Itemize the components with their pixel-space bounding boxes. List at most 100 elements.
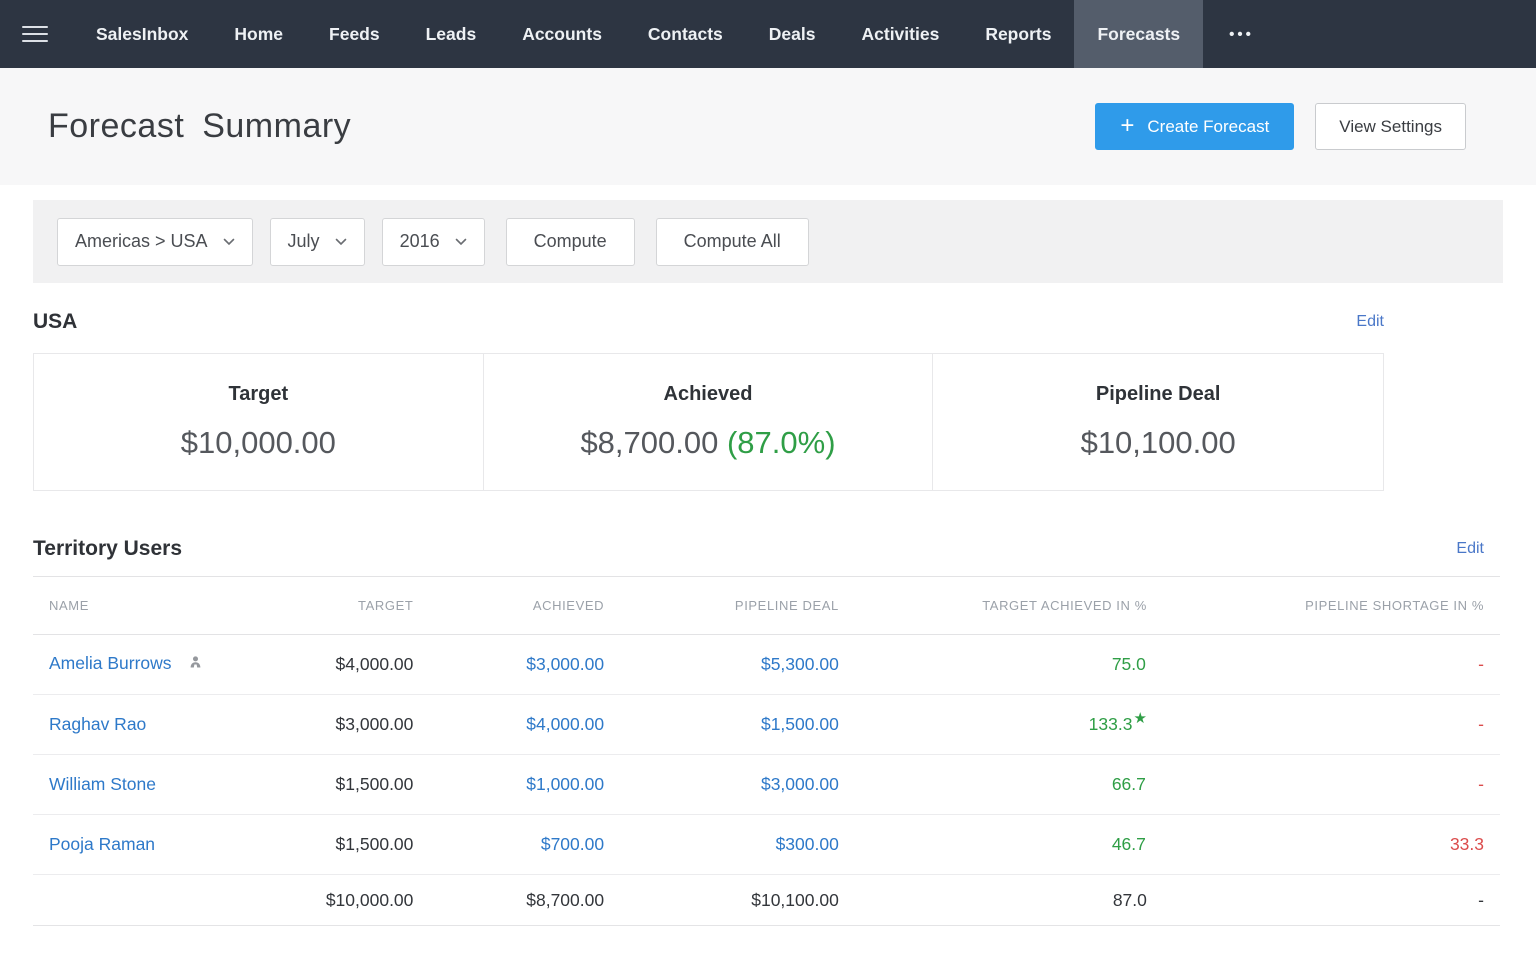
nav-item-home[interactable]: Home xyxy=(234,23,284,44)
territory-select-value: Americas > USA xyxy=(75,231,208,251)
month-select[interactable]: July xyxy=(269,217,365,266)
pipeline-card-label: Pipeline Deal xyxy=(1095,383,1221,405)
territory-users-head: Territory Users Edit xyxy=(33,537,1500,561)
nav-item-deals[interactable]: Deals xyxy=(768,23,816,44)
pipeline-card-value: $10,100.00 xyxy=(1080,425,1236,460)
year-select-value: 2016 xyxy=(399,231,440,251)
create-forecast-label: Create Forecast xyxy=(1147,116,1270,136)
nav-item-contacts[interactable]: Contacts xyxy=(647,23,723,44)
target-achieved-pct-cell: 46.7 xyxy=(839,814,1148,875)
summary-cards: Target $10,000.00 Achieved $8,700.00 (87… xyxy=(33,353,1384,491)
nav-item-leads[interactable]: Leads xyxy=(425,23,477,44)
col-header-pipeline-shortage-pct: PIPELINE SHORTAGE IN % xyxy=(1147,576,1500,635)
nav-item-forecasts[interactable]: Forecasts xyxy=(1074,0,1204,68)
pipeline-deal-cell[interactable]: $3,000.00 xyxy=(605,754,840,815)
nav-item-feeds[interactable]: Feeds xyxy=(329,23,380,44)
target-card-value: $10,000.00 xyxy=(180,425,336,460)
nav-item-accounts[interactable]: Accounts xyxy=(522,23,602,44)
nav-item-salesinbox[interactable]: SalesInbox xyxy=(96,23,189,44)
user-name-link[interactable]: Amelia Burrows xyxy=(49,653,172,673)
territory-users-edit-link[interactable]: Edit xyxy=(1456,540,1484,557)
total-pipeline-deal-cell: $10,100.00 xyxy=(605,874,840,926)
target-achieved-pct-cell: 133.3★ xyxy=(839,694,1148,755)
achieved-card: Achieved $8,700.00 (87.0%) xyxy=(484,354,934,490)
col-header-target: TARGET xyxy=(311,576,415,635)
target-cell: $1,500.00 xyxy=(311,814,415,875)
total-target-achieved-pct-cell: 87.0 xyxy=(839,874,1148,926)
table-header-row: NAME TARGET ACHIEVED PIPELINE DEAL TARGE… xyxy=(33,576,1500,635)
more-tabs-icon[interactable]: ••• xyxy=(1229,25,1254,43)
achieved-cell[interactable]: $1,000.00 xyxy=(414,754,606,815)
pipeline-shortage-cell: - xyxy=(1147,754,1500,815)
pipeline-deal-cell[interactable]: $5,300.00 xyxy=(605,634,840,695)
chevron-down-icon xyxy=(223,238,235,246)
achieved-card-label: Achieved xyxy=(663,383,753,405)
achieved-cell[interactable]: $4,000.00 xyxy=(414,694,606,755)
pipeline-deal-cell[interactable]: $300.00 xyxy=(605,814,840,875)
star-icon: ★ xyxy=(1133,710,1147,727)
pipeline-deal-card: Pipeline Deal $10,100.00 xyxy=(933,354,1383,490)
target-card: Target $10,000.00 xyxy=(34,354,484,490)
col-header-achieved: ACHIEVED xyxy=(414,576,606,635)
total-name-cell xyxy=(33,874,312,926)
pipeline-deal-cell[interactable]: $1,500.00 xyxy=(605,694,840,755)
pipeline-shortage-cell: - xyxy=(1147,634,1500,695)
pct-value: 46.7 xyxy=(1111,834,1146,854)
chevron-down-icon xyxy=(455,238,467,246)
achieved-amount: $8,700.00 xyxy=(580,425,719,460)
col-header-target-achieved-pct: TARGET ACHIEVED IN % xyxy=(839,576,1148,635)
page-title: Forecast Summary xyxy=(48,107,352,145)
total-achieved-cell: $8,700.00 xyxy=(414,874,606,926)
filter-bar: Americas > USA July 2016 Compute Compute… xyxy=(33,200,1503,283)
achieved-card-value: $8,700.00 (87.0%) xyxy=(580,425,835,461)
user-name-link[interactable]: Raghav Rao xyxy=(49,714,147,734)
user-name-link[interactable]: Pooja Raman xyxy=(49,834,156,854)
pct-value: 133.3 xyxy=(1088,714,1133,734)
total-target-cell: $10,000.00 xyxy=(311,874,415,926)
table-row: William Stone $1,500.00 $1,000.00 $3,000… xyxy=(33,754,1500,815)
chevron-down-icon xyxy=(335,238,347,246)
view-settings-button[interactable]: View Settings xyxy=(1315,103,1466,150)
col-header-pipeline-deal: PIPELINE DEAL xyxy=(605,576,840,635)
summary-section: USA Edit Target $10,000.00 Achieved $8,7… xyxy=(33,310,1384,491)
nav-item-reports[interactable]: Reports xyxy=(985,23,1052,44)
pct-value: 75.0 xyxy=(1111,654,1146,674)
target-card-label: Target xyxy=(228,383,289,405)
achieved-cell[interactable]: $700.00 xyxy=(414,814,606,875)
create-forecast-button[interactable]: + Create Forecast xyxy=(1095,103,1295,150)
pipeline-shortage-cell: - xyxy=(1147,694,1500,755)
top-navigation: SalesInbox Home Feeds Leads Accounts Con… xyxy=(0,0,1536,68)
hamburger-menu-icon[interactable] xyxy=(22,21,48,47)
achieved-cell[interactable]: $3,000.00 xyxy=(414,634,606,695)
nav-item-activities[interactable]: Activities xyxy=(861,23,940,44)
target-achieved-pct-cell: 75.0 xyxy=(839,634,1148,695)
pipeline-shortage-cell: 33.3 xyxy=(1147,814,1500,875)
achieved-percent: (87.0%) xyxy=(726,425,836,460)
summary-edit-link[interactable]: Edit xyxy=(1356,313,1384,330)
page-header: Forecast Summary + Create Forecast View … xyxy=(0,68,1536,185)
compute-button[interactable]: Compute xyxy=(505,217,635,266)
user-person-icon xyxy=(188,655,203,676)
total-pipeline-shortage-cell: - xyxy=(1147,874,1500,926)
table-total-row: $10,000.00 $8,700.00 $10,100.00 87.0 - xyxy=(33,874,1500,926)
col-header-name: NAME xyxy=(33,576,312,635)
user-name-link[interactable]: William Stone xyxy=(49,774,156,794)
target-achieved-pct-cell: 66.7 xyxy=(839,754,1148,815)
pct-value: 66.7 xyxy=(1111,774,1146,794)
main-content: USA Edit Target $10,000.00 Achieved $8,7… xyxy=(0,310,1536,926)
plus-icon: + xyxy=(1120,111,1135,139)
compute-all-button[interactable]: Compute All xyxy=(655,217,809,266)
territory-users-title: Territory Users xyxy=(33,537,183,560)
nav-items: SalesInbox Home Feeds Leads Accounts Con… xyxy=(73,0,1280,68)
table-row: Pooja Raman $1,500.00 $700.00 $300.00 46… xyxy=(33,814,1500,875)
table-row: Amelia Burrows $4,000.00 $3,000.00 $5,30… xyxy=(33,634,1500,695)
table-row: Raghav Rao $3,000.00 $4,000.00 $1,500.00… xyxy=(33,694,1500,755)
territory-users-table: NAME TARGET ACHIEVED PIPELINE DEAL TARGE… xyxy=(33,576,1500,926)
summary-section-title: USA xyxy=(33,310,78,333)
header-buttons: + Create Forecast View Settings xyxy=(1095,103,1466,150)
territory-select[interactable]: Americas > USA xyxy=(57,217,253,266)
target-cell: $3,000.00 xyxy=(311,694,415,755)
target-cell: $4,000.00 xyxy=(311,634,415,695)
month-select-value: July xyxy=(287,231,320,251)
year-select[interactable]: 2016 xyxy=(381,217,485,266)
